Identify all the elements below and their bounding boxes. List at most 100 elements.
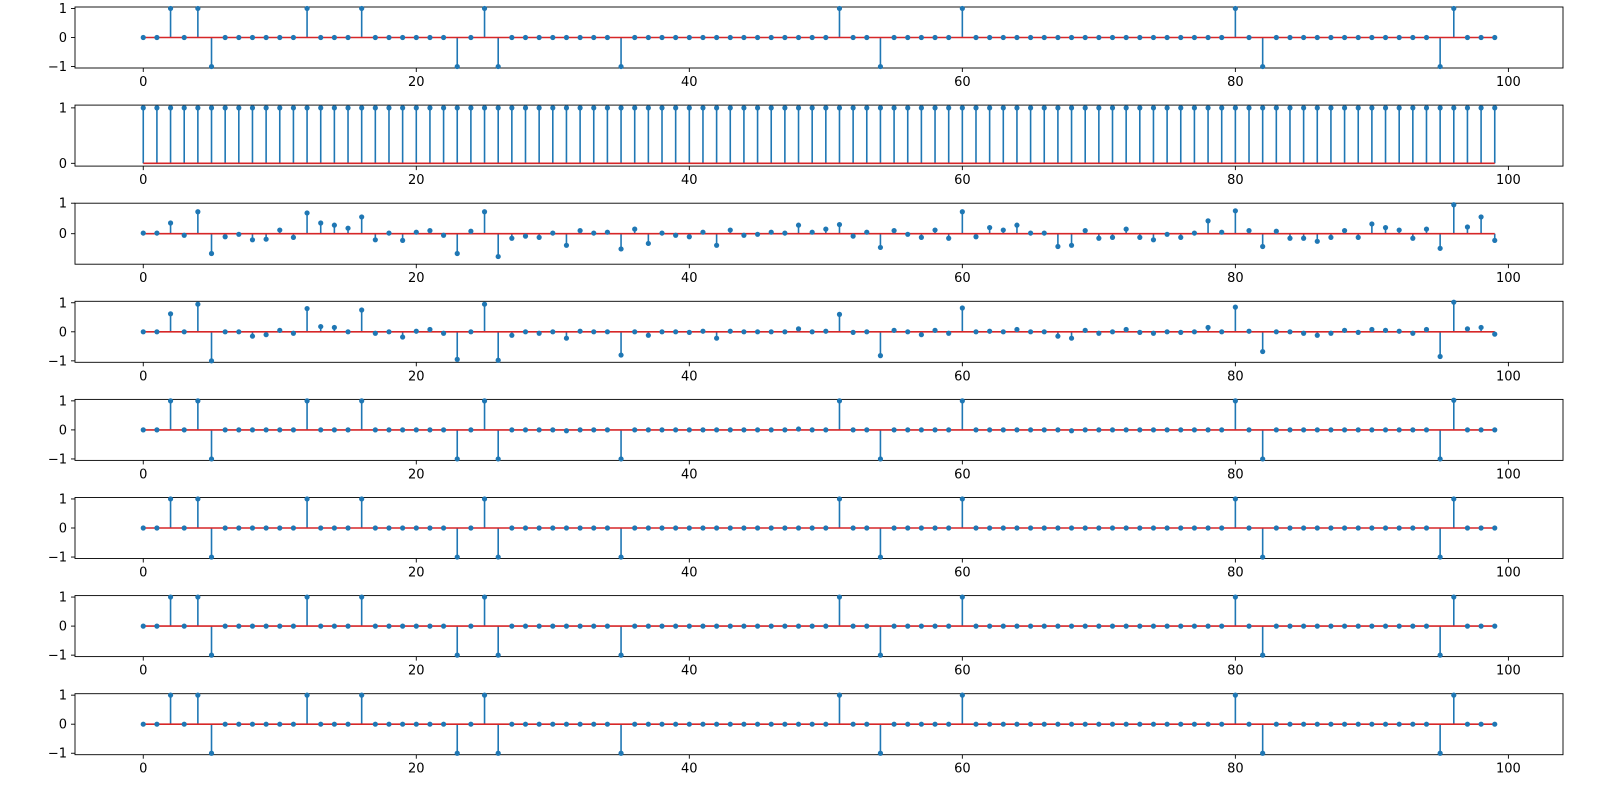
stem-marker (905, 721, 911, 727)
stem-marker (195, 594, 201, 600)
stem-marker (1314, 623, 1320, 629)
stem-marker (290, 525, 297, 531)
stem-marker (222, 329, 228, 335)
stem-marker (877, 554, 884, 560)
stem-marker (795, 105, 802, 111)
stem-marker (1041, 230, 1047, 236)
stem-marker (1109, 721, 1116, 727)
stem-marker (468, 34, 474, 41)
stem-marker (632, 105, 638, 111)
stem-marker (850, 623, 856, 629)
stem-marker (1464, 34, 1471, 41)
stem-marker (714, 105, 720, 111)
stem-marker (563, 428, 570, 434)
stem-marker (1451, 692, 1457, 698)
stem-marker (782, 329, 788, 335)
stem-marker (1068, 242, 1075, 248)
stem-marker (1014, 105, 1020, 111)
stem-marker (768, 525, 774, 531)
stem-marker (495, 750, 501, 756)
stem-marker (1191, 34, 1198, 41)
stem-marker (891, 327, 897, 333)
stem-marker (1314, 427, 1320, 433)
stem-marker (604, 623, 611, 629)
stem-marker (987, 623, 993, 629)
stem-marker (1396, 427, 1402, 433)
x-tick-label: 100 (1496, 271, 1521, 286)
stem-marker (591, 721, 597, 727)
stem-marker (331, 324, 337, 331)
stem-marker (1396, 623, 1402, 629)
stem-marker (1423, 623, 1430, 629)
stem-marker (1082, 105, 1088, 111)
stem-marker (1000, 721, 1006, 727)
stem-marker (727, 105, 733, 111)
stem-marker (618, 750, 624, 756)
stem-marker (1150, 525, 1157, 531)
stem-marker (1232, 496, 1238, 502)
stem-marker (782, 623, 788, 629)
stem-marker (905, 525, 911, 531)
stem-marker (372, 427, 378, 433)
y-tick-label: 1 (59, 101, 67, 116)
stem-marker (440, 232, 447, 238)
stem-marker (522, 525, 529, 531)
stem-marker (1260, 652, 1266, 658)
stem-marker (1123, 34, 1129, 41)
stem-marker (413, 427, 419, 433)
stem-marker (809, 329, 815, 335)
stem-marker (1273, 623, 1279, 629)
stem-marker (714, 242, 720, 248)
stem-marker (1137, 427, 1143, 433)
stem-marker (1041, 721, 1047, 727)
x-tick-label: 0 (139, 664, 147, 679)
stem-marker (1150, 427, 1157, 433)
stem-marker (1191, 427, 1198, 433)
stem-marker (632, 525, 638, 531)
stem-marker (263, 105, 269, 111)
stem-marker (1341, 721, 1348, 727)
stem-marker (1328, 330, 1334, 336)
stem-marker (577, 228, 583, 234)
x-tick-label: 0 (139, 369, 147, 384)
stem-marker (1178, 721, 1184, 727)
stem-marker (714, 721, 720, 727)
stem-marker (1464, 427, 1471, 433)
y-tick-label: 0 (59, 718, 67, 733)
stem-marker (1437, 750, 1443, 756)
stem-marker (836, 311, 843, 317)
stem-marker (318, 323, 324, 330)
y-tick-label: 0 (59, 227, 67, 242)
stem-marker (1301, 105, 1307, 111)
stem-marker (550, 721, 556, 727)
y-tick-label: 1 (59, 197, 67, 212)
stem-marker (659, 525, 665, 531)
stem-marker (782, 721, 788, 727)
stem-marker (877, 652, 884, 658)
stem-marker (959, 496, 965, 502)
stem-marker (1082, 34, 1088, 41)
stem-marker (468, 329, 474, 335)
stem-marker (864, 525, 870, 531)
stem-marker (1109, 623, 1116, 629)
stem-marker (659, 427, 665, 433)
y-tick-label: 0 (59, 423, 67, 438)
stem-marker (345, 525, 351, 531)
stem-marker (277, 721, 283, 727)
stem-marker (973, 721, 979, 727)
stem-marker (1492, 331, 1498, 337)
stem-marker (754, 105, 761, 111)
stem-marker (1150, 623, 1157, 629)
stem-marker (577, 34, 583, 41)
stem-marker (495, 105, 501, 111)
stem-marker (522, 721, 529, 727)
stem-marker (1287, 329, 1293, 335)
stem-marker (1082, 327, 1088, 333)
stem-marker (823, 525, 829, 531)
stem-marker (440, 427, 447, 433)
stem-marker (1000, 329, 1006, 335)
stem-marker (563, 105, 570, 111)
stem-marker (440, 330, 447, 336)
stem-marker (154, 34, 160, 41)
